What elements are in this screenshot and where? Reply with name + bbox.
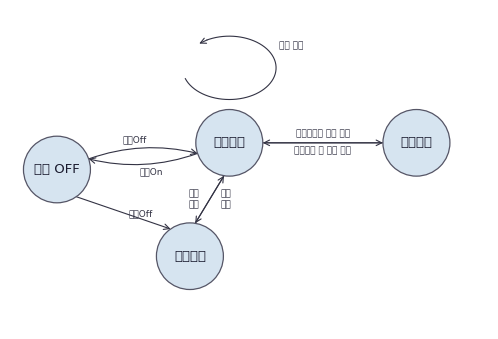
Text: 명령 없음: 명령 없음: [278, 41, 303, 50]
Text: 측정
시작: 측정 시작: [188, 190, 199, 209]
Text: 대기모드: 대기모드: [213, 136, 246, 149]
Ellipse shape: [156, 223, 224, 290]
Text: 전원Off: 전원Off: [128, 209, 152, 218]
Text: 전원Off: 전원Off: [123, 136, 147, 145]
Text: 전원On: 전원On: [139, 167, 163, 177]
Text: 교정모드: 교정모드: [400, 136, 432, 149]
Ellipse shape: [23, 136, 91, 203]
Text: 측정
기간: 측정 기간: [221, 190, 231, 209]
Text: 갱신완료 후 자동 전이: 갱신완료 후 자동 전이: [294, 147, 352, 156]
Text: 측정모드: 측정모드: [174, 250, 206, 263]
Text: 전원 OFF: 전원 OFF: [34, 163, 80, 176]
Ellipse shape: [383, 109, 450, 176]
Ellipse shape: [196, 109, 263, 176]
Text: 교정데이터 갱신 명령: 교정데이터 갱신 명령: [296, 130, 350, 139]
